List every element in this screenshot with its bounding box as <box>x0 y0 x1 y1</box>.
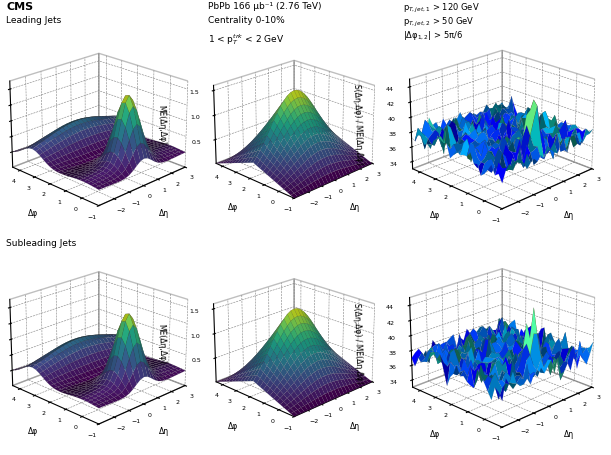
Text: PbPb 166 μb⁻¹ (2.76 TeV): PbPb 166 μb⁻¹ (2.76 TeV) <box>208 2 321 11</box>
X-axis label: Δη: Δη <box>159 209 169 218</box>
Text: CMS: CMS <box>6 2 33 12</box>
Text: Subleading Jets: Subleading Jets <box>6 239 76 248</box>
Y-axis label: Δφ: Δφ <box>430 430 441 439</box>
Text: Leading Jets: Leading Jets <box>6 16 61 25</box>
X-axis label: Δη: Δη <box>564 211 574 220</box>
X-axis label: Δη: Δη <box>350 422 360 431</box>
Y-axis label: Δφ: Δφ <box>430 211 441 220</box>
Text: Centrality 0-10%: Centrality 0-10% <box>208 16 285 25</box>
X-axis label: Δη: Δη <box>159 427 169 436</box>
Text: 1 < p$_T^{trk}$ < 2 GeV: 1 < p$_T^{trk}$ < 2 GeV <box>208 32 284 47</box>
Y-axis label: Δφ: Δφ <box>228 203 238 212</box>
Y-axis label: Δφ: Δφ <box>28 427 38 436</box>
Y-axis label: Δφ: Δφ <box>228 422 238 431</box>
Y-axis label: Δφ: Δφ <box>28 209 38 218</box>
X-axis label: Δη: Δη <box>564 430 574 439</box>
Text: p$_{T,jet,2}$ > 50 GeV: p$_{T,jet,2}$ > 50 GeV <box>403 16 475 29</box>
Text: p$_{T,jet,1}$ > 120 GeV: p$_{T,jet,1}$ > 120 GeV <box>403 2 480 15</box>
Text: |Δφ$_{1,2}$| > 5π/6: |Δφ$_{1,2}$| > 5π/6 <box>403 30 463 42</box>
X-axis label: Δη: Δη <box>350 203 360 212</box>
